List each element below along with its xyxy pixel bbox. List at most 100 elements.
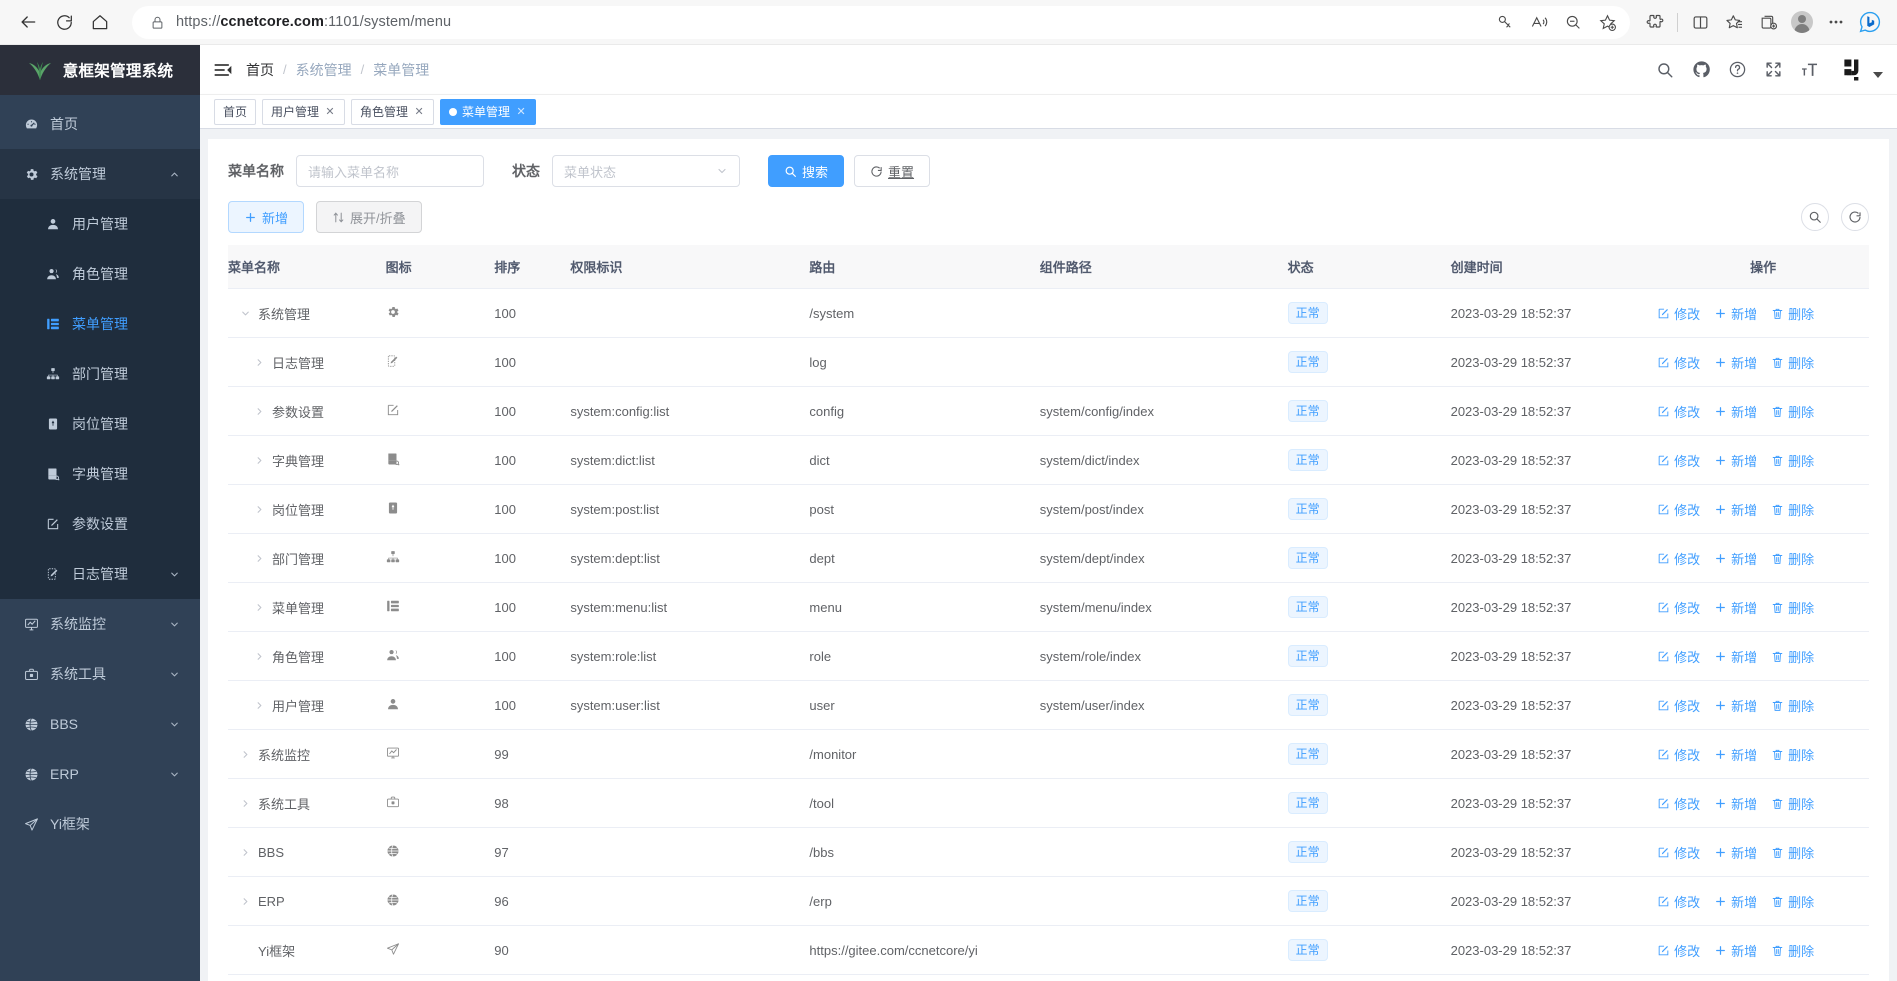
row-delete-button[interactable]: 删除 xyxy=(1771,549,1814,568)
row-add-button[interactable]: 新增 xyxy=(1714,892,1757,911)
sidebar-item-erp[interactable]: ERP xyxy=(0,749,200,799)
row-delete-button[interactable]: 删除 xyxy=(1771,745,1814,764)
sidebar-item-roles[interactable]: 角色管理 xyxy=(0,249,200,299)
row-delete-button[interactable]: 删除 xyxy=(1771,941,1814,960)
row-add-button[interactable]: 新增 xyxy=(1714,745,1757,764)
row-edit-button[interactable]: 修改 xyxy=(1657,794,1700,813)
row-edit-button[interactable]: 修改 xyxy=(1657,892,1700,911)
breadcrumb-item-system[interactable]: 系统管理 xyxy=(295,61,352,78)
expand-chevron-icon[interactable] xyxy=(252,406,266,417)
expand-chevron-icon[interactable] xyxy=(238,798,252,809)
close-icon[interactable]: ✕ xyxy=(516,106,526,118)
hamburger-collapse-icon[interactable] xyxy=(200,60,246,80)
row-edit-button[interactable]: 修改 xyxy=(1657,843,1700,862)
tag-users[interactable]: 用户管理 ✕ xyxy=(262,98,346,125)
zoom-out-icon[interactable] xyxy=(1556,6,1590,38)
status-select[interactable]: 菜单状态 xyxy=(552,155,740,187)
address-bar[interactable]: https://ccnetcore.com:1101/system/menu xyxy=(132,5,1630,39)
close-icon[interactable]: ✕ xyxy=(325,106,335,118)
sidebar-item-dictionary[interactable]: 字典管理 xyxy=(0,449,200,499)
expand-chevron-icon[interactable] xyxy=(252,700,266,711)
search-icon[interactable] xyxy=(1650,55,1680,85)
row-delete-button[interactable]: 删除 xyxy=(1771,647,1814,666)
row-edit-button[interactable]: 修改 xyxy=(1657,549,1700,568)
row-edit-button[interactable]: 修改 xyxy=(1657,745,1700,764)
collections-icon[interactable] xyxy=(1751,6,1785,38)
tag-home[interactable]: 首页 xyxy=(214,98,257,125)
sidebar-item-yiframework[interactable]: Yi框架 xyxy=(0,799,200,849)
row-add-button[interactable]: 新增 xyxy=(1714,549,1757,568)
row-add-button[interactable]: 新增 xyxy=(1714,696,1757,715)
refresh-circle-icon[interactable] xyxy=(1841,203,1870,231)
row-add-button[interactable]: 新增 xyxy=(1714,353,1757,372)
row-delete-button[interactable]: 删除 xyxy=(1771,843,1814,862)
sidebar-item-posts[interactable]: 岗位管理 xyxy=(0,399,200,449)
row-delete-button[interactable]: 删除 xyxy=(1771,794,1814,813)
table-row[interactable]: 系统工具 98/tool 正常 2023-03-29 18:52:37 修改 新增 删除 xyxy=(228,778,1870,828)
profile-button[interactable] xyxy=(1785,6,1819,38)
row-edit-button[interactable]: 修改 xyxy=(1657,451,1700,470)
expand-chevron-icon[interactable] xyxy=(252,651,266,662)
row-add-button[interactable]: 新增 xyxy=(1714,304,1757,323)
table-row[interactable]: 字典管理 100 system:dict:list dict system/dict/i… xyxy=(228,435,1870,485)
table-row[interactable]: 岗位管理 100 system:post:list post system/post/i… xyxy=(228,484,1870,534)
table-row[interactable]: 部门管理 100 system:dept:list dept system/dept/i… xyxy=(228,533,1870,583)
split-screen-icon[interactable] xyxy=(1683,6,1717,38)
expand-chevron-icon[interactable] xyxy=(252,553,266,564)
row-delete-button[interactable]: 删除 xyxy=(1771,598,1814,617)
fullscreen-icon[interactable] xyxy=(1758,55,1788,85)
row-add-button[interactable]: 新增 xyxy=(1714,794,1757,813)
navbar-user[interactable] xyxy=(1840,56,1884,84)
expand-chevron-icon[interactable] xyxy=(252,357,266,368)
key-icon[interactable] xyxy=(1488,6,1522,38)
table-row[interactable]: ERP 96/erp 正常 2023-03-29 18:52:37 修改 新增 删除 xyxy=(228,876,1870,926)
collapse-chevron-icon[interactable] xyxy=(238,308,252,319)
table-row[interactable]: 菜单管理 100 system:menu:list menu system/menu/i… xyxy=(228,582,1870,632)
table-row[interactable]: BBS 97/bbs 正常 2023-03-29 18:52:37 修改 新增 删除 xyxy=(228,827,1870,877)
table-row[interactable]: Yi框架 90 https://gitee.com/ccnetcore/yi 正常 20… xyxy=(228,925,1870,975)
github-icon[interactable] xyxy=(1686,55,1716,85)
menu-name-input[interactable]: 请输入菜单名称 xyxy=(296,155,484,187)
table-row[interactable]: 角色管理 100 system:role:list role system/role/i… xyxy=(228,631,1870,681)
sidebar-item-departments[interactable]: 部门管理 xyxy=(0,349,200,399)
font-size-icon[interactable] xyxy=(1794,55,1824,85)
home-button[interactable] xyxy=(82,6,118,38)
row-add-button[interactable]: 新增 xyxy=(1714,402,1757,421)
sidebar-item-bbs[interactable]: BBS xyxy=(0,699,200,749)
tag-menus[interactable]: 菜单管理 ✕ xyxy=(440,98,537,125)
expand-chevron-icon[interactable] xyxy=(238,896,252,907)
sidebar-item-params[interactable]: 参数设置 xyxy=(0,499,200,549)
expand-chevron-icon[interactable] xyxy=(238,749,252,760)
expand-chevron-icon[interactable] xyxy=(252,455,266,466)
sidebar-item-monitor[interactable]: 系统监控 xyxy=(0,599,200,649)
expand-chevron-icon[interactable] xyxy=(252,602,266,613)
row-edit-button[interactable]: 修改 xyxy=(1657,304,1700,323)
row-edit-button[interactable]: 修改 xyxy=(1657,647,1700,666)
row-delete-button[interactable]: 删除 xyxy=(1771,402,1814,421)
logo[interactable]: 意框架管理系统 xyxy=(0,45,200,95)
row-add-button[interactable]: 新增 xyxy=(1714,598,1757,617)
favorites-icon[interactable] xyxy=(1717,6,1751,38)
expand-collapse-button[interactable]: 展开/折叠 xyxy=(316,201,422,233)
row-edit-button[interactable]: 修改 xyxy=(1657,598,1700,617)
sidebar-item-tools[interactable]: 系统工具 xyxy=(0,649,200,699)
row-add-button[interactable]: 新增 xyxy=(1714,843,1757,862)
row-delete-button[interactable]: 删除 xyxy=(1771,451,1814,470)
help-question-icon[interactable] xyxy=(1722,55,1752,85)
expand-chevron-icon[interactable] xyxy=(238,847,252,858)
read-aloud-icon[interactable] xyxy=(1522,6,1556,38)
row-edit-button[interactable]: 修改 xyxy=(1657,696,1700,715)
sidebar-item-users[interactable]: 用户管理 xyxy=(0,199,200,249)
sidebar-item-system[interactable]: 系统管理 xyxy=(0,149,200,199)
more-options-icon[interactable] xyxy=(1819,6,1853,38)
row-edit-button[interactable]: 修改 xyxy=(1657,402,1700,421)
reset-button[interactable]: 重置 xyxy=(854,155,931,187)
search-button[interactable]: 搜索 xyxy=(768,155,845,187)
sidebar-item-menus[interactable]: 菜单管理 xyxy=(0,299,200,349)
row-edit-button[interactable]: 修改 xyxy=(1657,941,1700,960)
reload-button[interactable] xyxy=(46,6,82,38)
tag-roles[interactable]: 角色管理 ✕ xyxy=(351,98,435,125)
add-button[interactable]: 新增 xyxy=(228,201,305,233)
sidebar-item-logs[interactable]: 日志管理 xyxy=(0,549,200,599)
row-edit-button[interactable]: 修改 xyxy=(1657,353,1700,372)
